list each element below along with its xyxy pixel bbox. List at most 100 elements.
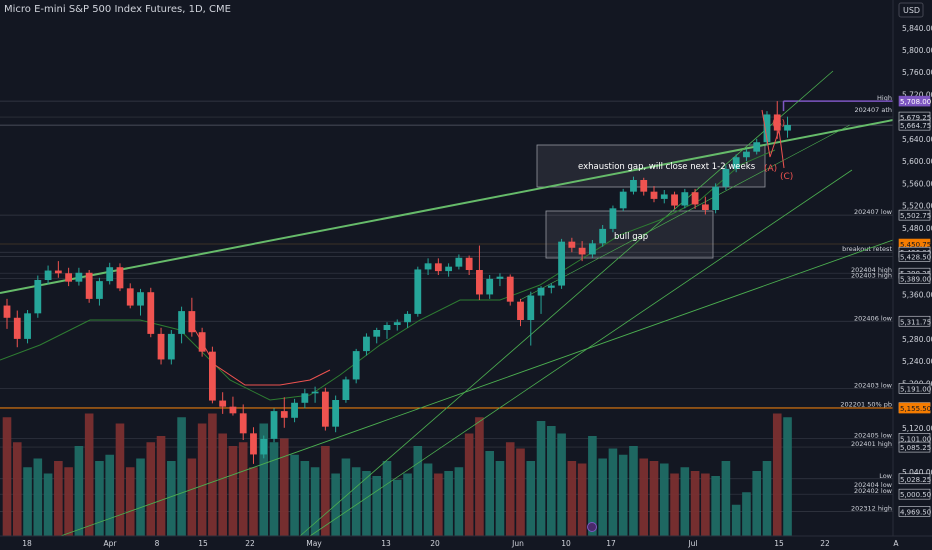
candle-body — [486, 278, 494, 295]
candle-body — [476, 270, 483, 295]
candle-body — [547, 285, 555, 288]
candle-body — [44, 270, 52, 280]
price-tag — [898, 506, 931, 517]
volume-bar — [218, 433, 227, 536]
candle-body — [445, 266, 453, 272]
price-tag-label: 5,191.00 — [900, 385, 931, 393]
price-axis: USD 5,840.00 5,800.00 5,760.00 5,720.00 5,640… — [892, 0, 932, 550]
x-tick-label: 22 — [245, 539, 255, 548]
candle-body — [96, 281, 103, 299]
candle-body — [414, 269, 422, 314]
x-tick-label: 13 — [381, 539, 391, 548]
volume-bar — [762, 461, 772, 536]
volume-bar — [208, 413, 217, 536]
volume-bar — [403, 473, 412, 536]
y-tick-label: 5,520.00 — [902, 202, 932, 211]
currency-label: USD — [903, 6, 920, 15]
upper-channel-line — [299, 70, 834, 537]
volume-bar — [598, 458, 607, 536]
candle-body — [198, 332, 206, 352]
candle-body — [24, 313, 31, 339]
x-tick-label: Jun — [511, 539, 524, 548]
level-note: 202407 low — [854, 208, 893, 216]
price-tag-label: 5,155.50 — [900, 405, 931, 413]
volume-bar — [362, 471, 371, 536]
volume-bar — [629, 446, 638, 536]
candle-body — [363, 336, 370, 352]
candle-body — [434, 263, 442, 272]
price-tag-label: 5,028.25 — [900, 476, 931, 484]
candle-body — [506, 276, 514, 302]
bull-gap-zone — [545, 210, 714, 259]
volume-bar — [649, 461, 659, 536]
volume-bar — [639, 458, 649, 536]
volume-bar — [495, 461, 505, 536]
x-tick-label: 10 — [561, 539, 571, 548]
price-tag — [898, 441, 931, 453]
candle-body — [568, 241, 576, 248]
inner-channel-line — [519, 124, 851, 301]
volume-bar — [557, 433, 566, 536]
volume-bar — [197, 423, 207, 536]
wave-c-label: (C) — [780, 172, 793, 182]
volume-bar — [43, 473, 53, 536]
bull-gap-label: bull gap — [614, 232, 648, 242]
volume-bar — [434, 473, 443, 536]
wave-b-label: (B) — [772, 119, 785, 129]
candle-body — [630, 180, 637, 192]
volume-bar — [588, 436, 597, 536]
candle-body — [753, 142, 761, 152]
volume-bars — [2, 413, 792, 536]
volume-bar — [701, 473, 710, 536]
x-tick-label: 15 — [774, 539, 784, 548]
volume-bar — [711, 476, 720, 536]
volume-bar — [547, 426, 556, 536]
volume-bar — [259, 423, 269, 536]
volume-bar — [618, 454, 628, 536]
level-note: 202404 high — [851, 266, 892, 274]
volume-bar — [23, 467, 32, 536]
candle-body — [660, 194, 668, 199]
candle-body — [13, 317, 21, 339]
volume-bar — [249, 467, 258, 536]
volume-bar — [752, 471, 762, 536]
candle-body — [270, 411, 278, 439]
level-note: 202405 low — [854, 431, 893, 439]
candle-body — [784, 125, 791, 131]
candle-body — [393, 322, 401, 325]
moving-average-green — [0, 149, 776, 401]
volume-bar — [382, 461, 392, 536]
candle-body — [773, 114, 781, 131]
candle-body — [424, 263, 432, 270]
candle-body — [609, 208, 617, 229]
candle-body — [671, 194, 678, 206]
volume-bar — [310, 467, 320, 536]
volume-bar — [721, 461, 731, 536]
x-tick-label: 20 — [430, 539, 440, 548]
candle-body — [178, 311, 185, 334]
volume-bar — [54, 461, 63, 536]
volume-bar — [680, 467, 690, 536]
volume-bar — [33, 458, 43, 536]
candle-body — [404, 313, 411, 323]
volume-bar — [372, 476, 382, 536]
volume-bar — [475, 417, 484, 536]
candle-body — [65, 273, 73, 282]
volume-bar — [321, 446, 330, 536]
candle-body — [537, 287, 545, 296]
candle-body — [106, 267, 114, 282]
time-axis: 18 Apr 8 15 22 May 13 20 Jun 10 17 Jul 15 22 A — [0, 535, 932, 550]
x-tick-label: 17 — [606, 539, 616, 548]
volume-bar — [772, 413, 782, 536]
y-tick-label: 5,240.00 — [902, 357, 932, 366]
price-tag-label: 5,428.50 — [900, 253, 931, 261]
y-tick-label: 5,840.00 — [902, 24, 932, 33]
candle-body — [465, 257, 473, 270]
candle-body — [157, 333, 165, 360]
y-tick-label: 5,600.00 — [902, 157, 932, 166]
volume-bar — [290, 454, 299, 536]
y-tick-label: 5,040.00 — [902, 468, 932, 477]
level-note: 202404 low — [854, 481, 893, 489]
x-axis-end-label: A — [893, 539, 899, 548]
